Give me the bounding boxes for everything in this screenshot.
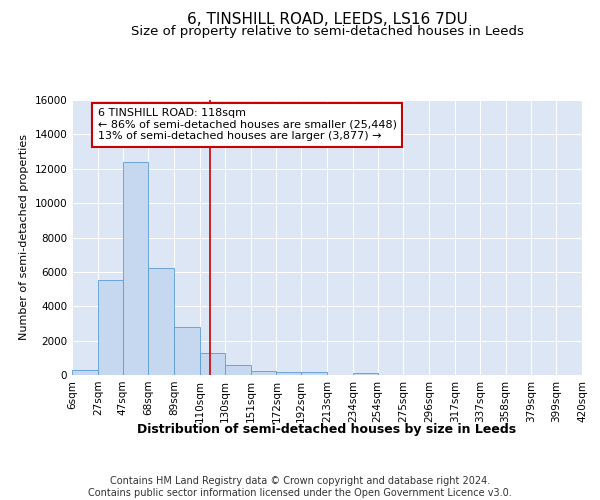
Bar (353, 374, 377, 375)
Bar (122, 162, 148, 375)
Bar (200, 352, 225, 375)
Text: Size of property relative to semi-detached houses in Leeds: Size of property relative to semi-detach… (131, 25, 523, 38)
Bar (301, 372, 327, 375)
Text: 6 TINSHILL ROAD: 118sqm
← 86% of semi-detached houses are smaller (25,448)
13% o: 6 TINSHILL ROAD: 118sqm ← 86% of semi-de… (97, 108, 397, 142)
Bar (98, 280, 122, 375)
Text: Distribution of semi-detached houses by size in Leeds: Distribution of semi-detached houses by … (137, 422, 517, 436)
Bar (148, 268, 174, 375)
Text: 6, TINSHILL ROAD, LEEDS, LS16 7DU: 6, TINSHILL ROAD, LEEDS, LS16 7DU (187, 12, 467, 28)
Bar (277, 372, 301, 375)
Bar (251, 370, 277, 375)
Y-axis label: Number of semi-detached properties: Number of semi-detached properties (19, 134, 29, 340)
Text: Contains HM Land Registry data © Crown copyright and database right 2024.
Contai: Contains HM Land Registry data © Crown c… (88, 476, 512, 498)
Bar (174, 327, 200, 375)
Bar (225, 364, 251, 375)
Bar (72, 370, 98, 375)
